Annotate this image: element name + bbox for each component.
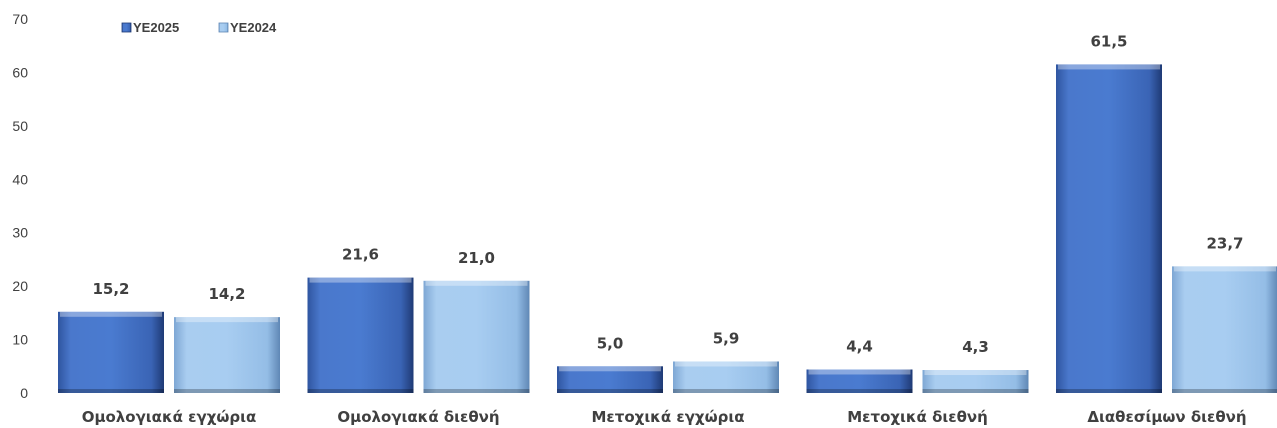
bar-bevel-bottom bbox=[174, 389, 280, 393]
bar-bevel-bottom bbox=[307, 389, 414, 393]
y-tick-label: 40 bbox=[12, 171, 28, 187]
data-label-ye2025-4: 61,5 bbox=[1090, 32, 1127, 50]
data-label-ye2024-3: 4,3 bbox=[962, 338, 989, 356]
bar-ye2024-3 bbox=[922, 370, 1029, 393]
data-labels: 15,2 14,2 21,6 21,0 5,0 5,9 4,4 4,3 61,5 23,7 bbox=[92, 32, 1243, 356]
bar-bevel-top bbox=[176, 317, 278, 323]
bar-body bbox=[806, 369, 913, 393]
bar-body bbox=[174, 317, 280, 393]
bar-ye2024-2 bbox=[673, 361, 779, 393]
bar-bevel-top bbox=[60, 311, 162, 317]
bar-bevel-bottom bbox=[806, 389, 913, 393]
bar-body bbox=[557, 366, 663, 393]
bar-bevel-top bbox=[675, 361, 777, 367]
legend-item-ye2024: YE2024 bbox=[218, 20, 277, 35]
y-tick-label: 0 bbox=[20, 385, 28, 401]
y-tick-label: 70 bbox=[12, 11, 28, 27]
legend-swatch bbox=[121, 22, 132, 33]
bar-bevel-top bbox=[1174, 266, 1276, 272]
bar-bevel-bottom bbox=[673, 389, 779, 393]
y-tick-label: 10 bbox=[12, 332, 28, 348]
bar-bevel-top bbox=[1058, 64, 1160, 70]
legend: YE2025 YE2024 bbox=[121, 20, 277, 35]
bar-body bbox=[58, 311, 164, 393]
bar-body bbox=[307, 277, 414, 393]
data-label-ye2025-2: 5,0 bbox=[597, 334, 624, 352]
bar-bevel-top bbox=[559, 366, 661, 372]
bar-ye2025-2 bbox=[557, 366, 663, 393]
bar-body bbox=[922, 370, 1029, 393]
bar-ye2025-1 bbox=[307, 277, 414, 393]
y-tick-label: 60 bbox=[12, 64, 28, 80]
data-label-ye2025-1: 21,6 bbox=[342, 246, 379, 264]
legend-item-ye2025: YE2025 bbox=[121, 20, 179, 35]
data-label-ye2024-1: 21,0 bbox=[458, 249, 495, 267]
y-axis: 0 10 20 30 40 50 60 70 bbox=[12, 11, 28, 401]
x-category-label: Διαθεσίμων διεθνή bbox=[1087, 408, 1246, 426]
bar-body bbox=[423, 280, 530, 393]
y-tick-label: 50 bbox=[12, 118, 28, 134]
x-category-label: Ομολογιακά διεθνή bbox=[337, 408, 499, 426]
bar-bevel-bottom bbox=[58, 389, 164, 393]
bar-ye2024-1 bbox=[423, 280, 530, 393]
x-axis: Ομολογιακά εγχώρια Ομολογιακά διεθνή Μετοχ… bbox=[82, 408, 1247, 426]
bars bbox=[58, 64, 1277, 394]
x-category-label: Μετοχικά εγχώρια bbox=[591, 408, 744, 426]
bar-bevel-bottom bbox=[423, 389, 530, 393]
legend-label: YE2025 bbox=[133, 20, 179, 35]
bar-bevel-top bbox=[924, 370, 1027, 376]
bar-body bbox=[1172, 266, 1277, 393]
y-tick-label: 20 bbox=[12, 278, 28, 294]
bar-body bbox=[1056, 64, 1162, 394]
bar-bevel-bottom bbox=[922, 389, 1029, 393]
legend-swatch bbox=[218, 22, 229, 33]
x-category-label: Μετοχικά διεθνή bbox=[847, 408, 988, 426]
bar-ye2025-0 bbox=[58, 311, 164, 393]
data-label-ye2025-0: 15,2 bbox=[92, 280, 129, 298]
bar-bevel-top bbox=[309, 277, 412, 283]
bar-ye2024-0 bbox=[174, 317, 280, 393]
data-label-ye2025-3: 4,4 bbox=[846, 337, 873, 355]
bar-bevel-top bbox=[425, 280, 528, 286]
y-tick-label: 30 bbox=[12, 225, 28, 241]
bar-bevel-bottom bbox=[1056, 389, 1162, 393]
bar-ye2025-4 bbox=[1056, 64, 1162, 394]
data-label-ye2024-2: 5,9 bbox=[713, 329, 740, 347]
bar-bevel-bottom bbox=[1172, 389, 1277, 393]
x-category-label: Ομολογιακά εγχώρια bbox=[82, 408, 257, 426]
data-label-ye2024-0: 14,2 bbox=[208, 285, 245, 303]
legend-label: YE2024 bbox=[230, 20, 277, 35]
bar-bevel-top bbox=[808, 369, 911, 375]
bar-ye2024-4 bbox=[1172, 266, 1277, 393]
bar-body bbox=[673, 361, 779, 393]
bar-ye2025-3 bbox=[806, 369, 913, 393]
data-label-ye2024-4: 23,7 bbox=[1206, 234, 1243, 252]
bar-bevel-bottom bbox=[557, 389, 663, 393]
